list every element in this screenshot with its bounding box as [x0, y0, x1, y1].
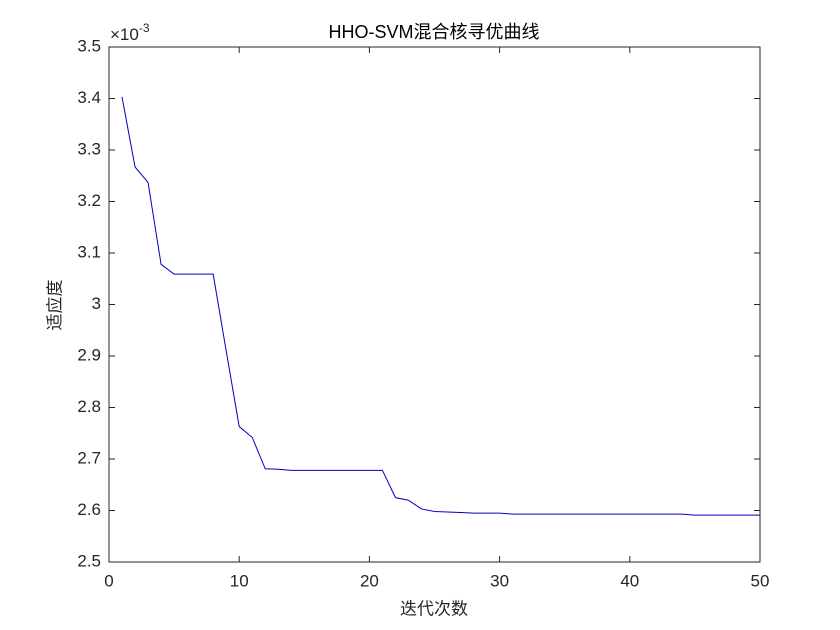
x-tick-label: 30 [490, 571, 509, 590]
x-tick-label: 0 [104, 571, 113, 590]
data-line [121, 96, 760, 516]
y-tick-label: 3.3 [77, 139, 101, 158]
x-tick-label: 10 [230, 571, 249, 590]
x-tick-label: 40 [620, 571, 639, 590]
y-exponent-power: -3 [139, 21, 150, 35]
chart-title: HHO-SVM混合核寻优曲线 [329, 22, 540, 42]
y-tick-label: 3.1 [77, 242, 101, 261]
y-exponent-base: ×10 [110, 25, 139, 44]
y-tick-label: 2.6 [77, 500, 101, 519]
y-tick-label: 2.5 [77, 551, 101, 570]
y-tick-label: 3.5 [77, 36, 101, 55]
x-tick-label: 20 [360, 571, 379, 590]
y-tick-label: 2.9 [77, 345, 101, 364]
x-tick-label: 50 [751, 571, 770, 590]
y-axis-label: 适应度 [45, 280, 64, 331]
plot-box [108, 46, 761, 563]
y-exponent: ×10-3 [110, 21, 150, 44]
y-tick-label: 2.7 [77, 448, 101, 467]
y-tick-label: 3 [92, 294, 101, 313]
y-tick-label: 3.4 [77, 88, 101, 107]
y-tick-label: 2.8 [77, 397, 101, 416]
y-tick-label: 3.2 [77, 191, 101, 210]
x-axis-label: 迭代次数 [400, 599, 468, 618]
